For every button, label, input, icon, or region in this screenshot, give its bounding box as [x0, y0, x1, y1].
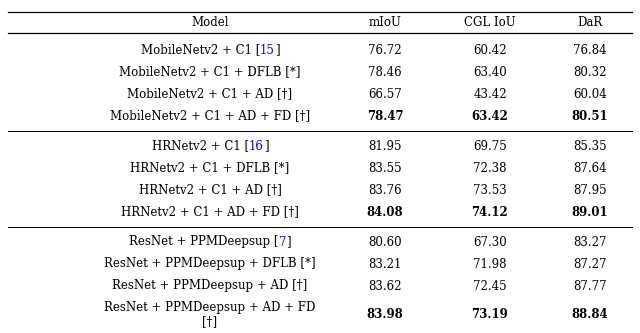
Text: 83.98: 83.98: [367, 308, 403, 321]
Text: 78.46: 78.46: [368, 66, 402, 79]
Text: 76.72: 76.72: [368, 44, 402, 57]
Text: ResNet + PPMDeepsup + DFLB [*]: ResNet + PPMDeepsup + DFLB [*]: [104, 257, 316, 270]
Text: 69.75: 69.75: [473, 140, 507, 153]
Text: 83.76: 83.76: [368, 183, 402, 196]
Text: 74.12: 74.12: [472, 205, 508, 218]
Text: 83.55: 83.55: [368, 162, 402, 174]
Text: 63.42: 63.42: [472, 110, 508, 123]
Text: CGL IoU: CGL IoU: [464, 17, 516, 30]
Text: mIoU: mIoU: [369, 17, 401, 30]
Text: 76.84: 76.84: [573, 44, 607, 57]
Text: 80.32: 80.32: [573, 66, 607, 79]
Text: 81.95: 81.95: [368, 140, 402, 153]
Text: 87.64: 87.64: [573, 162, 607, 174]
Text: MobileNetv2 + C1 + DFLB [*]: MobileNetv2 + C1 + DFLB [*]: [119, 66, 301, 79]
Text: 66.57: 66.57: [368, 88, 402, 101]
Text: 85.35: 85.35: [573, 140, 607, 153]
Text: 89.01: 89.01: [572, 205, 608, 218]
Text: 78.47: 78.47: [367, 110, 403, 123]
Text: 60.04: 60.04: [573, 88, 607, 101]
Text: ]: ]: [286, 235, 291, 248]
Text: MobileNetv2 + C1 + AD + FD [†]: MobileNetv2 + C1 + AD + FD [†]: [110, 110, 310, 123]
Text: 72.45: 72.45: [473, 279, 507, 292]
Text: ResNet + PPMDeepsup [: ResNet + PPMDeepsup [: [129, 235, 278, 248]
Text: [†]: [†]: [202, 315, 218, 328]
Text: 87.95: 87.95: [573, 183, 607, 196]
Text: 72.38: 72.38: [473, 162, 507, 174]
Text: ResNet + PPMDeepsup + AD + FD: ResNet + PPMDeepsup + AD + FD: [104, 301, 316, 314]
Text: 84.08: 84.08: [367, 205, 403, 218]
Text: 83.62: 83.62: [368, 279, 402, 292]
Text: MobileNetv2 + C1 [: MobileNetv2 + C1 [: [141, 44, 260, 57]
Text: 60.42: 60.42: [473, 44, 507, 57]
Text: 63.40: 63.40: [473, 66, 507, 79]
Text: 73.19: 73.19: [472, 308, 508, 321]
Text: 67.30: 67.30: [473, 235, 507, 248]
Text: 73.53: 73.53: [473, 183, 507, 196]
Text: 80.51: 80.51: [572, 110, 608, 123]
Text: ]: ]: [275, 44, 280, 57]
Text: 83.21: 83.21: [368, 257, 402, 270]
Text: 71.98: 71.98: [473, 257, 507, 270]
Text: 43.42: 43.42: [473, 88, 507, 101]
Text: 88.84: 88.84: [572, 308, 608, 321]
Text: 87.27: 87.27: [573, 257, 607, 270]
Text: DaR: DaR: [577, 17, 603, 30]
Text: ResNet + PPMDeepsup + AD [†]: ResNet + PPMDeepsup + AD [†]: [113, 279, 308, 292]
Text: MobileNetv2 + C1 + AD [†]: MobileNetv2 + C1 + AD [†]: [127, 88, 292, 101]
Text: HRNetv2 + C1 + DFLB [*]: HRNetv2 + C1 + DFLB [*]: [131, 162, 290, 174]
Text: ]: ]: [264, 140, 268, 153]
Text: 7: 7: [278, 235, 286, 248]
Text: 87.77: 87.77: [573, 279, 607, 292]
Text: 16: 16: [249, 140, 264, 153]
Text: Model: Model: [191, 17, 228, 30]
Text: HRNetv2 + C1 + AD [†]: HRNetv2 + C1 + AD [†]: [139, 183, 282, 196]
Text: 15: 15: [260, 44, 275, 57]
Text: HRNetv2 + C1 + AD + FD [†]: HRNetv2 + C1 + AD + FD [†]: [121, 205, 299, 218]
Text: 80.60: 80.60: [368, 235, 402, 248]
Text: HRNetv2 + C1 [: HRNetv2 + C1 [: [152, 140, 249, 153]
Text: 83.27: 83.27: [573, 235, 607, 248]
